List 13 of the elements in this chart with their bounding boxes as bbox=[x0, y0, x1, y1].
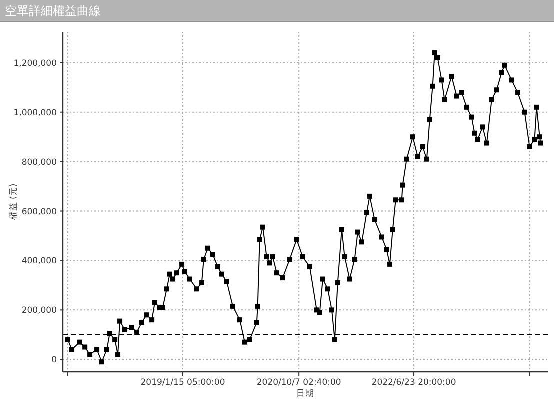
y-tick-label: 0 bbox=[52, 356, 57, 366]
x-tick-label: 2022/6/23 20:00:00 bbox=[372, 378, 456, 388]
y-tick-label: 1,200,000 bbox=[14, 58, 57, 69]
y-tick-label: 200,000 bbox=[22, 306, 57, 316]
y-axis-title: 權益 (元) bbox=[8, 184, 19, 220]
x-axis-title: 日期 bbox=[296, 388, 314, 399]
x-tick-label: 2020/10/7 02:40:00 bbox=[256, 378, 342, 388]
chart-title: 空單詳細權益曲線 bbox=[5, 4, 101, 18]
y-tick-label: 600,000 bbox=[22, 207, 57, 218]
x-tick-label: 2019/1/15 05:00:00 bbox=[140, 378, 226, 388]
y-tick-label: 400,000 bbox=[22, 256, 57, 267]
y-tick-label: 800,000 bbox=[22, 158, 57, 168]
y-tick-label: 1,000,000 bbox=[14, 108, 57, 118]
